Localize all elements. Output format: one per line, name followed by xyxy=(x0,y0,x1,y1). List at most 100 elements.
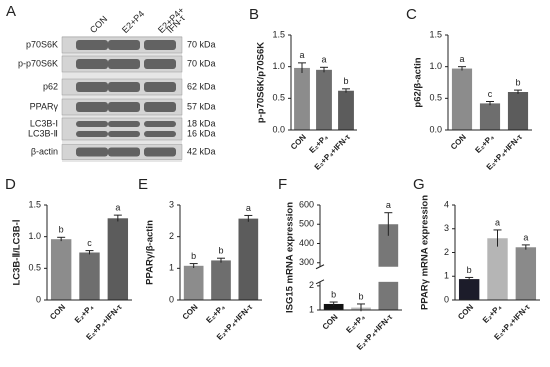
y-tick-label: 400 xyxy=(299,238,314,248)
y-tick-label: 1.0 xyxy=(28,231,41,241)
blot-band xyxy=(76,59,108,69)
y-tick-label: 0 xyxy=(169,294,174,304)
y-tick-label: 300 xyxy=(299,257,314,267)
panel-letter: B xyxy=(249,6,259,23)
y-tick-label: 3 xyxy=(169,199,174,209)
size-label: 42 kDa xyxy=(187,146,216,156)
y-tick-label: 1.5 xyxy=(429,29,442,39)
x-tick-label: E₂+P₄ xyxy=(481,302,504,325)
y-tick-label: 1 xyxy=(444,271,449,281)
y-tick-label: 1 xyxy=(169,263,174,273)
bar xyxy=(458,279,480,300)
x-tick-label: CON xyxy=(449,132,468,151)
x-tick-label: E₂+P₄ xyxy=(344,312,367,335)
blot-band xyxy=(76,131,108,137)
x-tick-label: CON xyxy=(181,302,200,321)
bar xyxy=(338,90,354,130)
protein-label: LC3B-Ⅰ xyxy=(30,118,58,128)
y-tick-label: 1.5 xyxy=(272,29,285,39)
bar xyxy=(211,260,231,300)
significance-letter: b xyxy=(467,265,472,275)
lane-label: E2+P4 xyxy=(120,9,146,35)
x-tick-label: E₂+P₄ xyxy=(204,302,227,325)
significance-letter: b xyxy=(515,77,520,87)
y-tick-label: 1.0 xyxy=(429,61,442,71)
significance-letter: c xyxy=(87,238,92,248)
blot-band xyxy=(108,147,140,157)
significance-letter: b xyxy=(331,289,336,299)
blot-band xyxy=(76,147,108,157)
blot-band xyxy=(108,121,140,127)
y-axis-label: p-p70S6K/p70S6K xyxy=(256,42,267,123)
y-tick-label: 500 xyxy=(299,219,314,229)
panel-letter: E xyxy=(138,176,148,193)
y-tick-label: 0.5 xyxy=(28,263,41,273)
panel-letter: D xyxy=(5,176,16,193)
y-tick-label: 0.0 xyxy=(429,124,442,134)
significance-letter: a xyxy=(321,55,326,65)
bar xyxy=(316,69,332,130)
protein-label: p62 xyxy=(43,81,58,91)
bar xyxy=(451,68,473,130)
significance-letter: a xyxy=(386,200,391,210)
y-tick-label: 2 xyxy=(444,247,449,257)
bar xyxy=(50,239,72,300)
blot-band xyxy=(108,40,140,50)
y-tick-label: 0 xyxy=(444,294,449,304)
x-tick-label: E₂+P₄ xyxy=(73,302,96,325)
panel-letter: C xyxy=(406,6,417,23)
blot-band xyxy=(144,147,176,157)
y-tick-label: 2 xyxy=(169,231,174,241)
significance-letter: a xyxy=(299,50,304,60)
panel-letter: G xyxy=(413,176,425,193)
bar xyxy=(294,67,310,130)
x-tick-label: E₂+P₄ xyxy=(473,132,496,155)
blot-band xyxy=(108,131,140,137)
blot-band xyxy=(144,102,176,112)
bar xyxy=(487,238,508,300)
blot-band xyxy=(144,131,176,137)
blot-band xyxy=(108,102,140,112)
y-axis-label: PPARγ mRNA expression xyxy=(420,195,431,310)
significance-letter: a xyxy=(115,203,120,213)
size-label: 18 kDa xyxy=(187,118,216,128)
y-tick-label: 2 xyxy=(309,280,314,290)
y-axis-label: PPARγ/β-actin xyxy=(145,220,156,285)
y-tick-label: 600 xyxy=(299,199,314,209)
lane-label: CON xyxy=(88,14,109,35)
y-tick-label: 4 xyxy=(444,199,449,209)
blot-band xyxy=(144,121,176,127)
blot-band xyxy=(76,40,108,50)
protein-label: p70S6K xyxy=(26,39,58,49)
x-tick-label: CON xyxy=(456,302,475,321)
x-tick-label: CON xyxy=(321,312,340,331)
y-tick-label: 0.0 xyxy=(272,124,285,134)
panel-letter: A xyxy=(6,3,16,20)
bar xyxy=(479,103,501,130)
protein-label: β-actin xyxy=(31,146,58,156)
size-label: 16 kDa xyxy=(187,128,216,138)
protein-label: PPARγ xyxy=(30,101,59,111)
bar xyxy=(323,303,344,310)
bar xyxy=(238,218,259,300)
size-label: 70 kDa xyxy=(187,58,216,68)
size-label: 70 kDa xyxy=(187,39,216,49)
bar xyxy=(507,92,529,130)
significance-letter: b xyxy=(218,246,223,256)
y-tick-label: 0.5 xyxy=(429,93,442,103)
size-label: 57 kDa xyxy=(187,101,216,111)
x-tick-label: CON xyxy=(48,302,67,321)
significance-letter: c xyxy=(488,89,493,99)
panel-letter: F xyxy=(278,176,287,193)
blot-band xyxy=(144,82,176,92)
y-tick-label: 1.5 xyxy=(28,199,41,209)
size-label: 62 kDa xyxy=(187,81,216,91)
significance-letter: a xyxy=(523,232,528,242)
significance-letter: b xyxy=(358,291,363,301)
protein-label: LC3B-Ⅱ xyxy=(28,128,58,138)
significance-letter: a xyxy=(459,54,464,64)
significance-letter: a xyxy=(246,203,251,213)
blot-band xyxy=(76,82,108,92)
protein-label: p-p70S6K xyxy=(18,58,58,68)
